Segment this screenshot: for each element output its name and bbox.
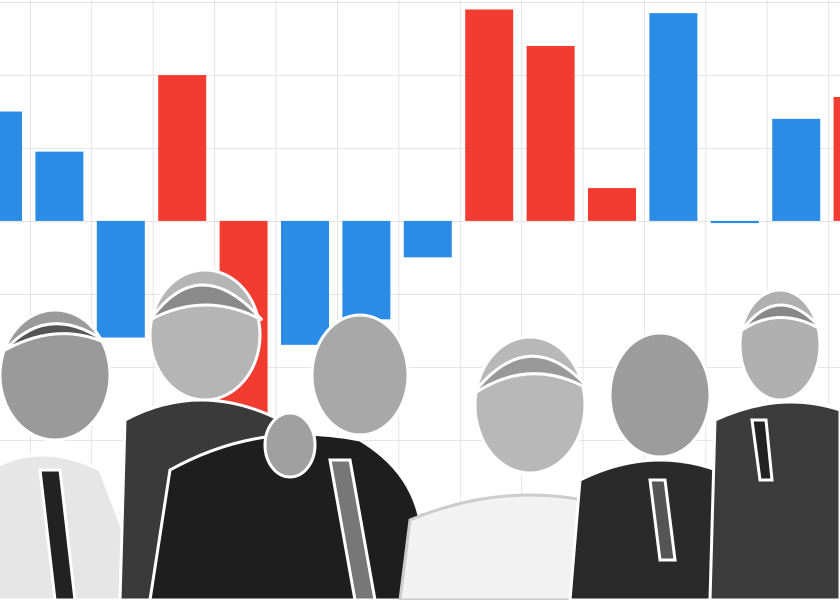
bar — [158, 75, 207, 221]
person-body — [0, 453, 152, 600]
bar — [649, 13, 698, 221]
hair — [148, 283, 264, 322]
person-head — [0, 308, 112, 442]
bar — [403, 220, 452, 258]
photo-collage — [0, 268, 840, 600]
bar — [833, 96, 840, 221]
fist — [263, 411, 317, 479]
person-head — [608, 331, 712, 459]
tie — [38, 468, 77, 600]
bar — [35, 151, 84, 221]
bar — [96, 220, 145, 338]
bar — [342, 220, 391, 320]
person-body — [708, 400, 840, 600]
bar — [588, 188, 636, 221]
tie — [750, 418, 774, 482]
bar — [710, 220, 759, 224]
bar — [465, 9, 514, 221]
bar — [772, 118, 821, 221]
hair — [740, 303, 824, 332]
tie — [328, 458, 377, 600]
bar — [0, 111, 22, 221]
person-head — [310, 313, 410, 437]
bar — [281, 220, 329, 345]
tie — [648, 478, 677, 562]
bars — [0, 9, 840, 415]
hair — [470, 354, 592, 397]
hair — [3, 322, 111, 352]
bar — [526, 45, 575, 221]
